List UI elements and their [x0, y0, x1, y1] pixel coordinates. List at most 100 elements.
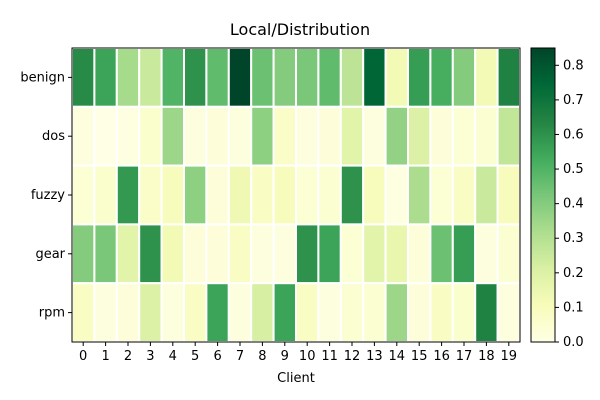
- heatmap-cell: [451, 223, 477, 285]
- heatmap-cell: [317, 282, 342, 344]
- x-tick-label: 10: [299, 349, 316, 364]
- heatmap-cell: [205, 164, 230, 226]
- y-axis: benign dos fuzzy gear rpm: [20, 70, 72, 321]
- heatmap-cell: [362, 223, 387, 285]
- x-tick-label: 16: [433, 349, 450, 364]
- heatmap-cell: [160, 282, 186, 344]
- heatmap-cell: [115, 47, 141, 108]
- heatmap-cell: [451, 164, 477, 226]
- heatmap-cells: [71, 47, 522, 344]
- heatmap-cell: [71, 164, 96, 226]
- colorbar: [530, 47, 556, 343]
- y-tick-label: dos: [42, 129, 65, 144]
- heatmap-cell: [474, 164, 499, 226]
- heatmap-cell: [339, 282, 365, 344]
- colorbar-tick-label: 0.8: [563, 58, 584, 73]
- heatmap-cell: [250, 164, 275, 226]
- heatmap-cell: [205, 282, 230, 344]
- heatmap-cell: [272, 164, 298, 226]
- x-tick-label: 19: [501, 349, 518, 364]
- heatmap-cell: [205, 223, 230, 285]
- x-tick-label: 11: [321, 349, 338, 364]
- heatmap-cell: [317, 164, 342, 226]
- y-tick-label: rpm: [39, 306, 65, 321]
- heatmap-cell: [295, 282, 320, 344]
- heatmap-cell: [160, 105, 186, 167]
- heatmap-cell: [272, 282, 298, 344]
- heatmap-cell: [339, 164, 365, 226]
- heatmap-cell: [272, 223, 298, 285]
- heatmap-cell: [384, 105, 410, 167]
- colorbar-tick-label: 0.7: [563, 93, 584, 108]
- colorbar-tick-label: 0.2: [563, 266, 584, 281]
- heatmap-cell: [295, 164, 320, 226]
- x-tick-label: 13: [366, 349, 383, 364]
- heatmap-cell: [295, 47, 320, 108]
- heatmap-cell: [93, 164, 118, 226]
- colorbar-tick-label: 0.5: [563, 162, 584, 177]
- x-tick-label: 9: [281, 349, 289, 364]
- heatmap-cell: [451, 282, 477, 344]
- x-tick-label: 12: [344, 349, 361, 364]
- heatmap-cell: [362, 164, 387, 226]
- heatmap-cell: [407, 105, 432, 167]
- heatmap-cell: [71, 47, 96, 108]
- heatmap-cell: [205, 47, 230, 108]
- heatmap-cell: [429, 223, 454, 285]
- heatmap-cell: [317, 223, 342, 285]
- x-tick-label: 7: [236, 349, 244, 364]
- x-tick-label: 6: [213, 349, 221, 364]
- heatmap-cell: [93, 47, 118, 108]
- heatmap-cell: [183, 47, 208, 108]
- heatmap-cell: [362, 47, 387, 108]
- x-tick-label: 3: [146, 349, 154, 364]
- heatmap-cell: [138, 105, 163, 167]
- heatmap-cell: [93, 223, 118, 285]
- heatmap-cell: [138, 47, 163, 108]
- x-tick-label: 2: [124, 349, 132, 364]
- heatmap-cell: [71, 223, 96, 285]
- colorbar-tick-label: 0.4: [563, 197, 584, 212]
- heatmap-cell: [339, 223, 365, 285]
- heatmap-cell: [451, 47, 477, 108]
- heatmap-cell: [138, 223, 163, 285]
- heatmap-cell: [384, 282, 410, 344]
- heatmap-cell: [295, 223, 320, 285]
- heatmap-cell: [407, 47, 432, 108]
- heatmap-cell: [93, 282, 118, 344]
- heatmap-cell: [339, 47, 365, 108]
- heatmap-cell: [138, 164, 163, 226]
- heatmap-cell: [250, 105, 275, 167]
- heatmap-cell: [474, 47, 499, 108]
- x-tick-label: 4: [169, 349, 177, 364]
- heatmap-cell: [384, 164, 410, 226]
- heatmap-cell: [384, 223, 410, 285]
- x-axis-label: Client: [277, 371, 315, 386]
- heatmap-cell: [362, 282, 387, 344]
- colorbar-tick-label: 0.3: [563, 231, 584, 246]
- heatmap-cell: [71, 105, 96, 167]
- x-tick-label: 5: [191, 349, 199, 364]
- heatmap-cell: [115, 164, 141, 226]
- heatmap-cell: [474, 223, 499, 285]
- heatmap-cell: [160, 164, 186, 226]
- heatmap-cell: [272, 47, 298, 108]
- y-tick-label: gear: [35, 247, 65, 262]
- heatmap-cell: [115, 105, 141, 167]
- colorbar-tick-label: 0.0: [563, 335, 584, 350]
- heatmap-cell: [227, 223, 253, 285]
- heatmap-cell: [384, 47, 410, 108]
- heatmap-cell: [407, 164, 432, 226]
- heatmap-cell: [317, 47, 342, 108]
- colorbar-ticks: 0.0 0.1 0.2 0.3 0.4 0.5 0.6 0.7 0.8: [555, 58, 584, 350]
- heatmap-cell: [227, 282, 253, 344]
- heatmap-cell: [250, 223, 275, 285]
- x-axis: 0 1 2 3 4 5 6 7 8 9 10 11 12 13 14 15 16 17 18 19: [79, 342, 517, 364]
- heatmap-cell: [496, 164, 522, 226]
- heatmap-cell: [183, 164, 208, 226]
- heatmap-cell: [115, 223, 141, 285]
- heatmap-cell: [227, 105, 253, 167]
- heatmap-cell: [429, 105, 454, 167]
- x-tick-label: 17: [456, 349, 473, 364]
- x-tick-label: 1: [101, 349, 109, 364]
